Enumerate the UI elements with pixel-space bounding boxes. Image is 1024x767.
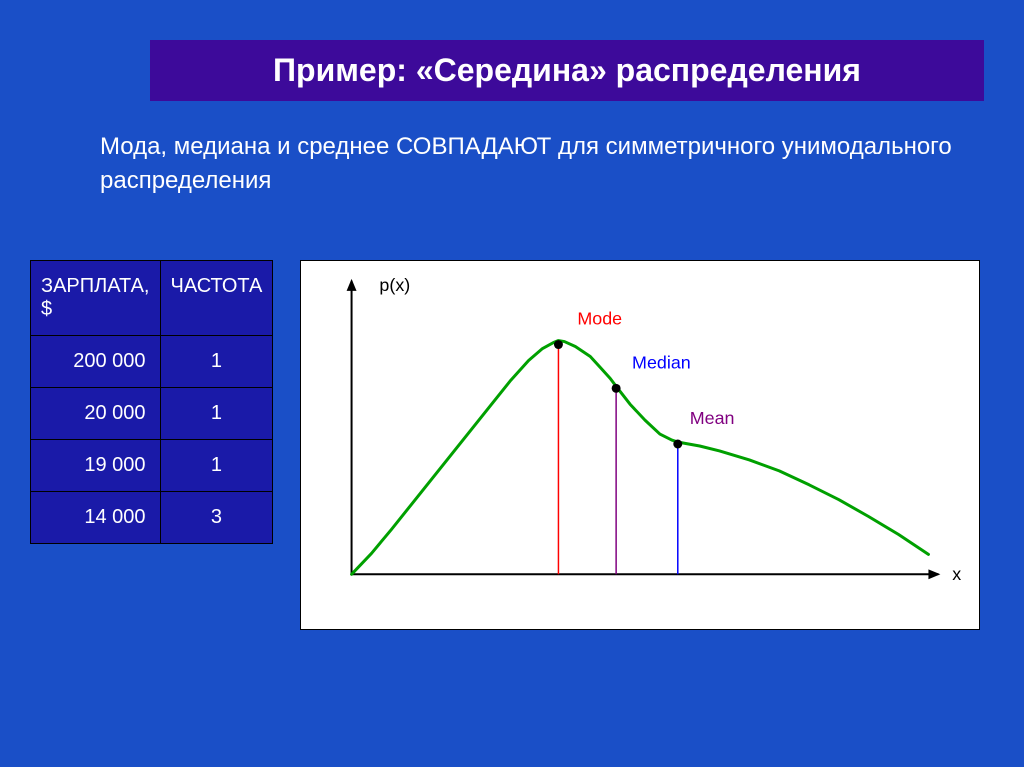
svg-text:Mean: Mean <box>690 408 735 428</box>
subtitle-text: Мода, медиана и среднее СОВПАДАЮТ для си… <box>100 133 952 194</box>
cell-salary: 200 000 <box>31 336 161 388</box>
title-text: Пример: «Середина» распределения <box>273 52 861 88</box>
frequency-table: ЗАРПЛАТА, $ ЧАСТОТА 200 000 1 20 000 1 1… <box>30 260 273 544</box>
distribution-chart: p(x) x Mode Median Mean <box>300 260 980 630</box>
cell-salary: 14 000 <box>31 492 161 544</box>
table-row: 20 000 1 <box>31 388 273 440</box>
slide-subtitle: Мода, медиана и среднее СОВПАДАЮТ для си… <box>100 130 964 197</box>
cell-salary: 20 000 <box>31 388 161 440</box>
table-row: 200 000 1 <box>31 336 273 388</box>
svg-text:p(x): p(x) <box>379 275 410 295</box>
cell-salary: 19 000 <box>31 440 161 492</box>
svg-text:Mode: Mode <box>577 309 622 329</box>
chart-svg: p(x) x Mode Median Mean <box>301 261 979 629</box>
slide-title: Пример: «Середина» распределения <box>150 40 984 101</box>
table-header-row: ЗАРПЛАТА, $ ЧАСТОТА <box>31 261 273 336</box>
cell-frequency: 3 <box>160 492 273 544</box>
svg-text:Median: Median <box>632 352 691 372</box>
cell-frequency: 1 <box>160 336 273 388</box>
cell-frequency: 1 <box>160 440 273 492</box>
col-header-salary: ЗАРПЛАТА, $ <box>31 261 161 336</box>
table-row: 19 000 1 <box>31 440 273 492</box>
cell-frequency: 1 <box>160 388 273 440</box>
col-header-frequency: ЧАСТОТА <box>160 261 273 336</box>
svg-text:x: x <box>952 564 961 584</box>
table-row: 14 000 3 <box>31 492 273 544</box>
